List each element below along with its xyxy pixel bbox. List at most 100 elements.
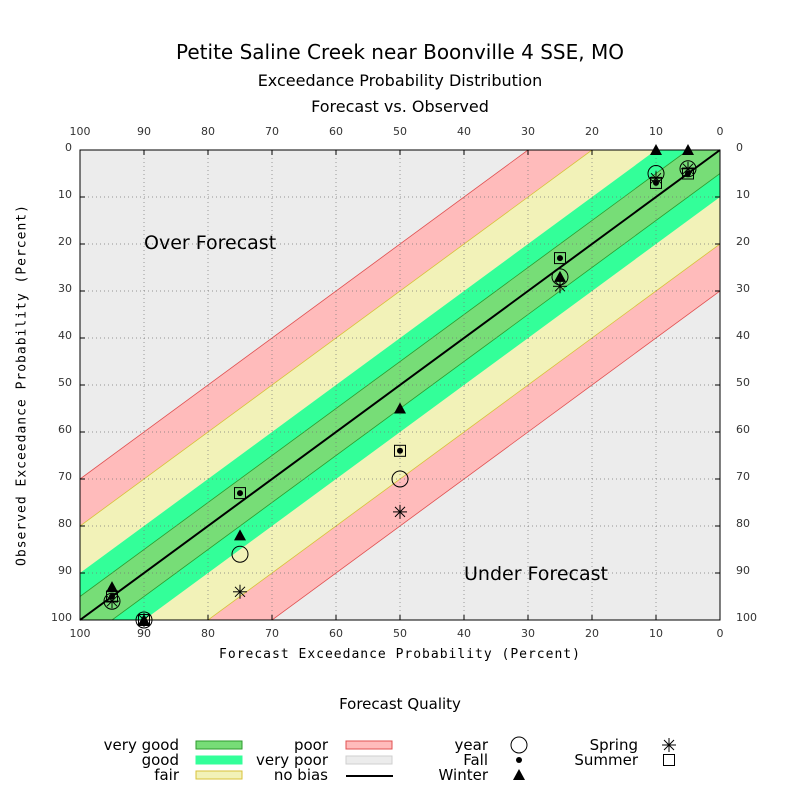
point-summer [234, 487, 246, 500]
x-tick-label-top: 100 [70, 125, 91, 138]
y-tick-label-right: 60 [736, 423, 750, 436]
point-summer [650, 176, 662, 189]
x-tick-label: 70 [265, 627, 279, 640]
y-tick-label-right: 80 [736, 517, 750, 530]
legend-swatch-very-good [195, 740, 243, 750]
legend-swatch-fair [195, 770, 243, 780]
y-tick-label: 90 [58, 564, 72, 577]
y-axis-title: Observed Exceedance Probability (Percent… [14, 204, 30, 566]
chart-subtitle-2: Forecast vs. Observed [311, 97, 489, 116]
y-tick-label-right: 90 [736, 564, 750, 577]
legend-label-fair: fair [154, 766, 179, 784]
point-summer [394, 444, 406, 457]
point-winter [394, 402, 406, 414]
point-year [231, 545, 249, 563]
legend-label-winter: Winter [438, 766, 488, 784]
legend-label-no-bias: no bias [273, 766, 328, 784]
legend-swatch-very-poor [345, 755, 393, 765]
y-tick-label: 0 [65, 141, 72, 154]
point-summer [554, 252, 566, 265]
no-bias-line [79, 149, 721, 621]
x-tick-label: 30 [521, 627, 535, 640]
legend-label-good: good [141, 751, 179, 769]
legend-marker-fall [516, 757, 522, 763]
x-tick-label: 90 [137, 627, 151, 640]
data-points [103, 144, 697, 629]
point-fall [109, 593, 115, 600]
point-winter [234, 529, 246, 541]
point-summer [682, 167, 694, 180]
legend-marker-year [510, 736, 528, 754]
y-tick-label: 30 [58, 282, 72, 295]
point-fall [237, 490, 243, 497]
y-tick-label: 70 [58, 470, 72, 483]
y-tick-label: 60 [58, 423, 72, 436]
x-tick-label-top: 0 [717, 125, 724, 138]
legend-swatch-good [195, 755, 243, 765]
legend-label-year: year [454, 736, 488, 754]
asterisk-stroke [554, 280, 566, 292]
y-tick-label: 50 [58, 376, 72, 389]
y-tick-label-right: 30 [736, 282, 750, 295]
point-winter [138, 614, 150, 625]
point-spring [233, 584, 247, 599]
y-tick-label-right: 100 [736, 611, 757, 624]
asterisk-stroke [106, 595, 118, 607]
legend-label-poor: poor [293, 736, 328, 754]
x-tick-label: 0 [717, 627, 724, 640]
x-tick-label-top: 40 [457, 125, 471, 138]
legend-title: Forecast Quality [339, 695, 461, 713]
point-year [679, 160, 697, 178]
x-tick-label-top: 20 [585, 125, 599, 138]
point-year [103, 592, 121, 610]
asterisk-stroke [663, 739, 675, 751]
x-tick-label-top: 10 [649, 125, 663, 138]
y-tick-label-right: 10 [736, 188, 750, 201]
y-tick-label: 20 [58, 235, 72, 248]
y-tick-label: 100 [51, 611, 72, 624]
point-year [391, 470, 409, 488]
x-tick-label: 40 [457, 627, 471, 640]
point-fall [685, 170, 691, 177]
x-tick-label: 20 [585, 627, 599, 640]
legend-swatch-poor [345, 740, 393, 750]
asterisk-stroke [234, 586, 246, 598]
point-fall [653, 179, 659, 186]
point-spring [393, 504, 407, 519]
y-tick-label-right: 70 [736, 470, 750, 483]
x-axis-title: Forecast Exceedance Probability (Percent… [219, 647, 581, 662]
legend-marker-spring [662, 738, 676, 752]
x-tick-label: 100 [70, 627, 91, 640]
y-tick-label-right: 0 [736, 141, 743, 154]
y-tick-label-right: 50 [736, 376, 750, 389]
legend [195, 736, 676, 780]
asterisk-stroke [682, 163, 694, 175]
legend-label-summer: Summer [574, 751, 638, 769]
point-spring [553, 279, 567, 294]
point-fall [557, 255, 563, 262]
x-tick-label: 10 [649, 627, 663, 640]
legend-label-very-good: very good [103, 736, 179, 754]
legend-label-very-poor: very poor [256, 751, 328, 769]
asterisk-stroke [394, 506, 406, 518]
chart-title: Petite Saline Creek near Boonville 4 SSE… [176, 40, 624, 64]
point-fall [397, 447, 403, 454]
y-tick-label-right: 40 [736, 329, 750, 342]
x-tick-label-top: 70 [265, 125, 279, 138]
y-tick-label-right: 20 [736, 235, 750, 248]
x-tick-label-top: 60 [329, 125, 343, 138]
point-winter [650, 144, 662, 155]
x-tick-label-top: 50 [393, 125, 407, 138]
point-winter [682, 144, 694, 155]
y-tick-label: 80 [58, 517, 72, 530]
x-tick-label-top: 90 [137, 125, 151, 138]
legend-marker-summer [663, 754, 675, 766]
axis-ticks: 1001009090808070706060505040403030202010… [51, 125, 757, 640]
chart-subtitle: Exceedance Probability Distribution [257, 71, 543, 90]
under-forecast-label: Under Forecast [464, 563, 608, 585]
x-tick-label: 80 [201, 627, 215, 640]
x-tick-label-top: 80 [201, 125, 215, 138]
legend-label-spring: Spring [589, 736, 638, 754]
y-tick-label: 40 [58, 329, 72, 342]
